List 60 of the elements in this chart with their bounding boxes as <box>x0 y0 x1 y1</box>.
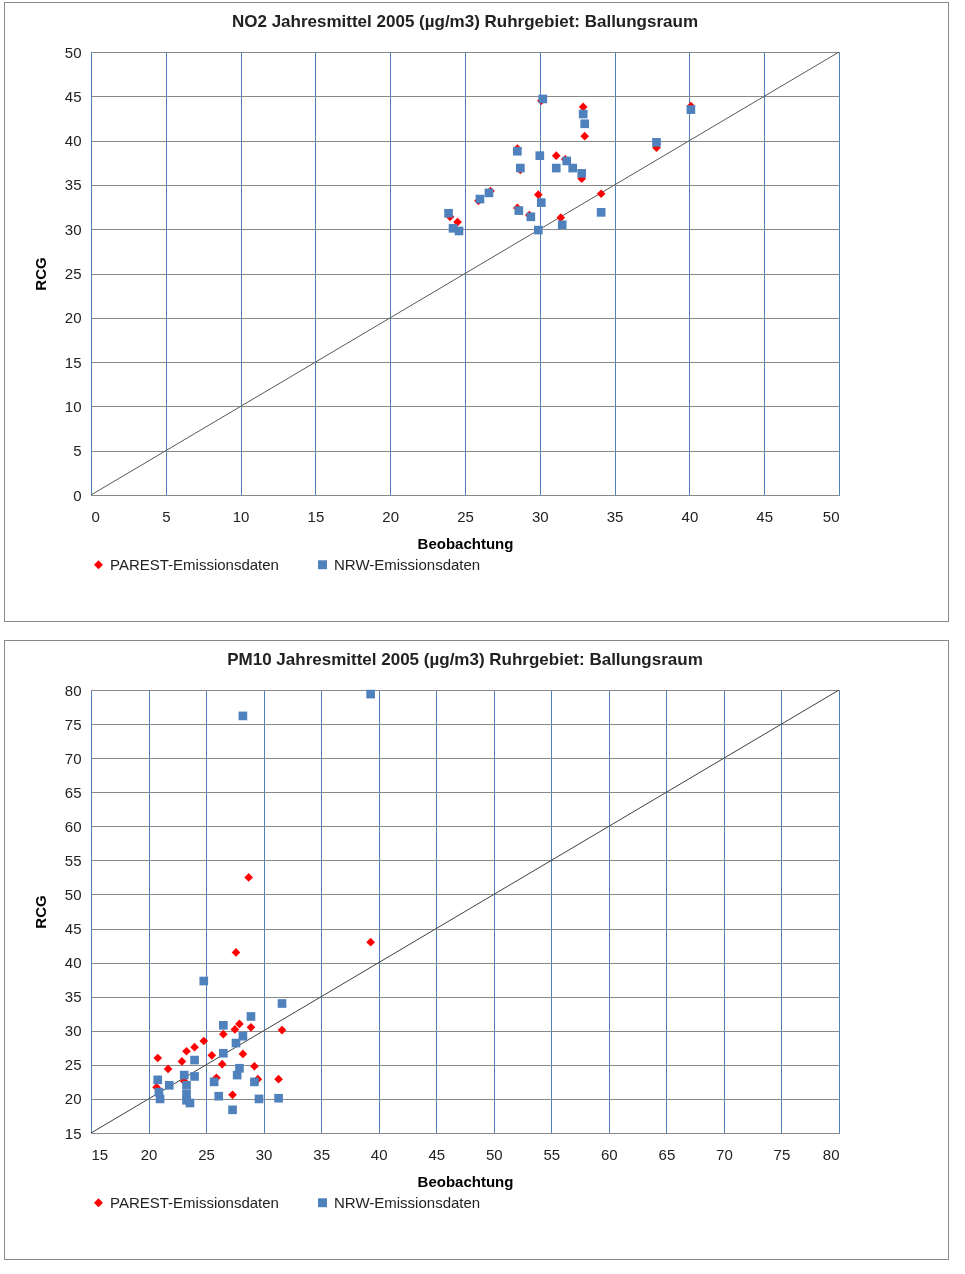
y-tick-label: 10 <box>64 397 82 415</box>
y-tick-label: 40 <box>64 954 82 972</box>
x-tick-label: 55 <box>543 1145 561 1163</box>
y-tick-label: 75 <box>64 715 82 733</box>
x-tick-label: 50 <box>485 1145 503 1163</box>
y-tick-label: 15 <box>64 353 82 371</box>
x-tick-label: 65 <box>658 1145 676 1163</box>
x-tick-label: 0 <box>91 507 100 525</box>
x-tick-label: 40 <box>370 1145 388 1163</box>
x-tick-label: 50 <box>822 507 840 525</box>
y-tick-label: 30 <box>64 220 82 238</box>
y-tick-label: 45 <box>64 920 82 938</box>
x-tick-label: 60 <box>601 1145 618 1163</box>
x-tick-label: 70 <box>716 1145 733 1163</box>
x-tick-label: 30 <box>531 507 549 525</box>
x-tick-label: 15 <box>307 507 325 525</box>
y-tick-label: 20 <box>64 1090 82 1108</box>
chart-title: PM10 Jahresmittel 2005 (µg/m3) Ruhrgebiet: Ballungsraum <box>227 650 703 669</box>
legend-label: NRW-Emissionsdaten <box>334 1193 481 1211</box>
x-tick-label: 75 <box>773 1145 791 1163</box>
y-tick-label: 30 <box>64 1022 82 1040</box>
y-tick-label: 80 <box>64 681 82 699</box>
y-tick-label: 55 <box>64 851 82 869</box>
x-axis-title: Beobachtung <box>417 1172 514 1190</box>
x-tick-label: 45 <box>756 507 774 525</box>
y-tick-label: 15 <box>64 1124 82 1142</box>
y-tick-label: 70 <box>64 749 82 767</box>
y-tick-label: 0 <box>73 486 82 504</box>
y-tick-label: 5 <box>73 442 82 460</box>
x-axis-title: Beobachtung <box>417 534 514 552</box>
x-tick-label: 35 <box>313 1145 330 1163</box>
x-tick-label: 45 <box>428 1145 446 1163</box>
y-tick-label: 65 <box>64 783 82 801</box>
x-tick-label: 5 <box>162 507 171 525</box>
y-tick-label: 50 <box>64 885 82 903</box>
legend-label: PAREST-Emissionsdaten <box>110 555 279 573</box>
y-tick-label: 25 <box>64 265 82 282</box>
x-tick-label: 20 <box>382 507 400 525</box>
x-tick-label: 30 <box>255 1145 273 1163</box>
y-axis-title: RCG <box>31 257 49 291</box>
x-tick-label: 10 <box>232 507 250 525</box>
y-tick-label: 60 <box>64 817 82 835</box>
x-tick-label: 25 <box>457 507 474 525</box>
y-axis-title: RCG <box>31 895 49 929</box>
chart-title: NO2 Jahresmittel 2005 (µg/m3) Ruhrgebiet: Ballungsraum <box>231 12 699 31</box>
y-tick-label: 25 <box>64 1056 82 1074</box>
x-tick-label: 25 <box>198 1145 215 1163</box>
legend-label: PAREST-Emissionsdaten <box>110 1193 279 1211</box>
y-tick-label: 50 <box>64 43 82 61</box>
x-tick-label: 20 <box>140 1145 158 1163</box>
x-tick-label: 15 <box>91 1145 109 1163</box>
y-tick-label: 45 <box>64 87 82 105</box>
y-tick-label: 40 <box>64 132 82 150</box>
x-tick-label: 35 <box>606 507 624 525</box>
y-tick-label: 35 <box>64 176 82 194</box>
x-tick-label: 40 <box>681 507 699 525</box>
legend-label: NRW-Emissionsdaten <box>334 555 481 573</box>
x-tick-label: 80 <box>822 1145 840 1163</box>
y-tick-label: 35 <box>64 988 82 1006</box>
y-tick-label: 20 <box>64 309 82 327</box>
